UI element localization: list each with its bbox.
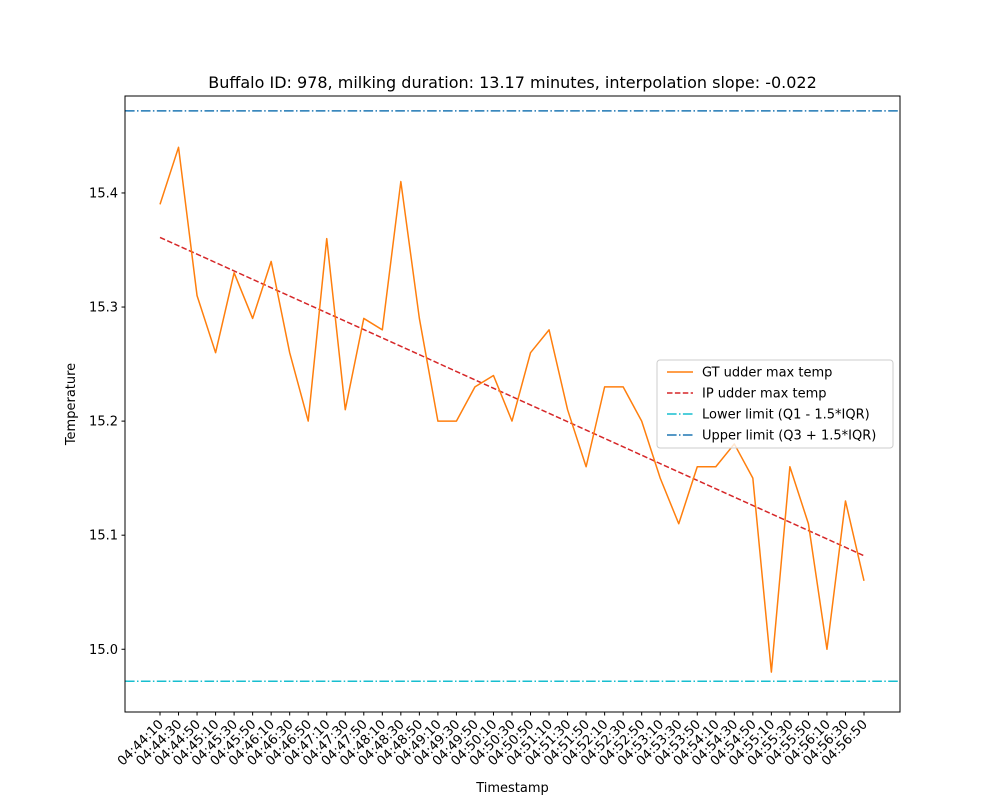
y-tick-label: 15.1 xyxy=(89,529,118,544)
legend-entry-label: GT udder max temp xyxy=(702,366,832,381)
y-axis-label: Temperature xyxy=(64,363,79,446)
y-tick-label: 15.0 xyxy=(89,643,118,658)
data-line-group xyxy=(159,146,865,673)
legend-entry-label: IP udder max temp xyxy=(702,387,827,402)
legend-entry-label: Lower limit (Q1 - 1.5*IQR) xyxy=(702,408,870,423)
y-tick-label: 15.4 xyxy=(89,186,118,201)
data-line xyxy=(159,146,865,673)
legend-box xyxy=(656,359,894,449)
y-axis: 15.0 15.1 15.2 15.3 15.4 xyxy=(89,186,125,658)
legend: GT udder max temp IP udder max temp Lower … xyxy=(656,359,894,449)
legend-entry-label: Upper limit (Q3 + 1.5*IQR) xyxy=(702,429,876,444)
reference-lines xyxy=(125,110,900,682)
x-axis-label: Timestamp xyxy=(475,781,549,796)
y-tick-label: 15.2 xyxy=(89,415,118,430)
chart-title: Buffalo ID: 978, milking duration: 13.17… xyxy=(208,73,817,92)
y-tick-label: 15.3 xyxy=(89,301,118,316)
plot-area xyxy=(124,95,901,713)
